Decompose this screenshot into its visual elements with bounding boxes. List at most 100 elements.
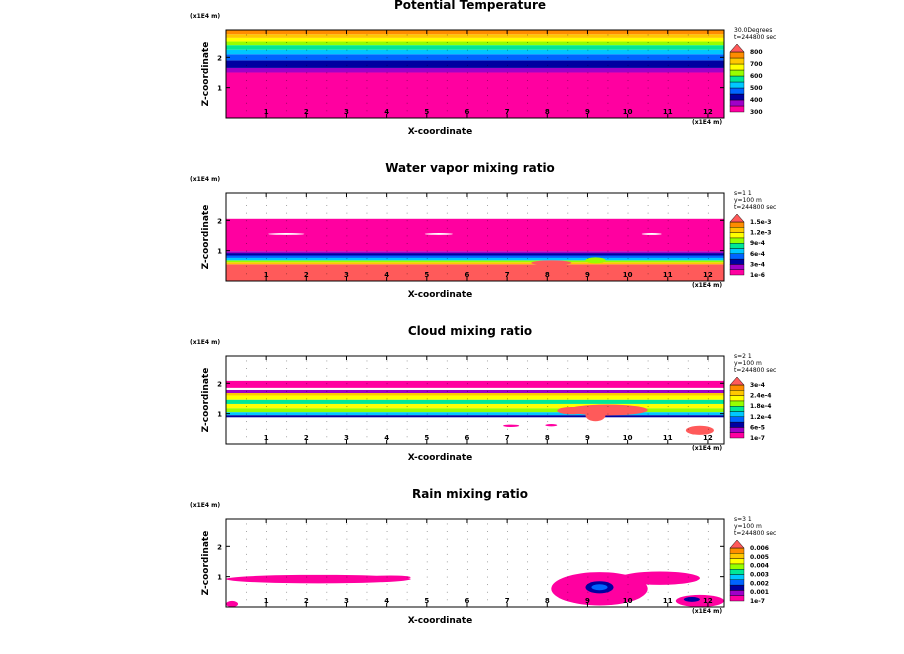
grid-dot (386, 265, 388, 267)
contour-patch-8 (683, 596, 700, 602)
grid-dot (426, 428, 428, 430)
grid-dot (567, 72, 569, 74)
grid-dot (426, 265, 428, 267)
grid-dot (466, 546, 468, 548)
z-tick-label: 1 (217, 248, 222, 256)
grid-dot (446, 205, 448, 206)
grid-dot (647, 375, 649, 377)
grid-dot (487, 72, 488, 74)
grid-dot (326, 360, 328, 362)
grid-dot (507, 110, 508, 112)
grid-dot (487, 576, 488, 578)
grid-dot (266, 197, 267, 199)
grid-dot (707, 80, 709, 81)
grid-dot (266, 42, 267, 43)
grid-dot (627, 531, 629, 532)
grid-dot (426, 375, 428, 377)
grid-dot (667, 546, 669, 548)
grid-dot (507, 553, 508, 555)
grid-dot (406, 87, 408, 89)
grid-dot (446, 591, 448, 593)
colorbar-label: 1e-7 (750, 435, 765, 442)
grid-dot (507, 57, 508, 59)
contour-patch-7 (591, 584, 608, 591)
info-line: t=244800 sec (734, 530, 776, 537)
grid-dot (707, 87, 709, 89)
grid-dot (266, 205, 267, 206)
grid-dot (466, 436, 468, 438)
grid-dot (587, 250, 589, 252)
grid-dot (406, 538, 408, 540)
grid-dot (406, 569, 408, 570)
grid-dot (707, 243, 709, 244)
grid-dots (246, 360, 709, 438)
grid-dot (607, 250, 609, 252)
grid-dot (487, 220, 488, 222)
grid-dot (547, 110, 549, 112)
grid-dot (707, 428, 709, 430)
grid-dot (446, 553, 448, 555)
grid-dot (266, 368, 267, 369)
grid-dot (707, 375, 709, 377)
grid-dot (507, 561, 508, 563)
grid-dot (487, 538, 488, 540)
grid-dot (567, 569, 569, 570)
grid-dot (587, 413, 589, 415)
grid-dot (446, 428, 448, 430)
grid-dot (667, 531, 669, 532)
x-unit-label: (x1E4 m) (692, 119, 722, 126)
grid-dot (627, 383, 629, 385)
grid-dot (567, 538, 569, 540)
grid-dot (547, 72, 549, 74)
grid-dot (306, 591, 308, 593)
grid-dot (306, 235, 308, 237)
grid-dot (627, 546, 629, 548)
grid-dot (246, 538, 247, 540)
grid-dot (346, 64, 348, 66)
grid-dot (547, 428, 549, 430)
contour-band-4 (226, 399, 724, 404)
grid-dot (507, 258, 508, 260)
grid-dot (366, 110, 368, 112)
grid-dot (306, 375, 308, 377)
grid-dot (547, 561, 549, 563)
grid-dot (607, 413, 609, 415)
grid-dot (266, 265, 267, 267)
x-tick-label: 11 (663, 434, 673, 442)
grid-dot (446, 273, 448, 275)
colorbar-swatch (729, 248, 745, 255)
grid-dot (487, 428, 488, 430)
grid-dot (406, 110, 408, 112)
grid-dot (246, 375, 247, 377)
grid-dot (527, 538, 529, 540)
grid-dot (326, 258, 328, 260)
grid-dot (707, 42, 709, 43)
grid-dot (527, 360, 529, 362)
grid-dot (446, 80, 448, 81)
grid-dot (386, 591, 388, 593)
grid-dot (567, 212, 569, 214)
grid-dot (707, 599, 709, 601)
grid-dot (547, 80, 549, 81)
grid-dot (667, 421, 669, 423)
grid-dot (286, 87, 288, 89)
grid-dot (406, 258, 408, 260)
grid-dot (406, 227, 408, 229)
grid-dot (306, 72, 308, 74)
grid-dot (286, 110, 288, 112)
grid-dot (607, 273, 609, 275)
grid-dot (507, 250, 508, 252)
grid-dot (286, 95, 288, 97)
grid-dot (587, 599, 589, 601)
grid-dot (627, 220, 629, 222)
grid-dot (687, 80, 689, 81)
grid-dot (547, 569, 549, 570)
grid-dot (647, 42, 649, 43)
grid-dot (266, 553, 267, 555)
grid-dot (567, 531, 569, 532)
grid-dot (426, 212, 428, 214)
grid-dot (487, 584, 488, 586)
grid-dot (406, 398, 408, 400)
grid-dot (446, 523, 448, 525)
grid-dot (547, 546, 549, 548)
